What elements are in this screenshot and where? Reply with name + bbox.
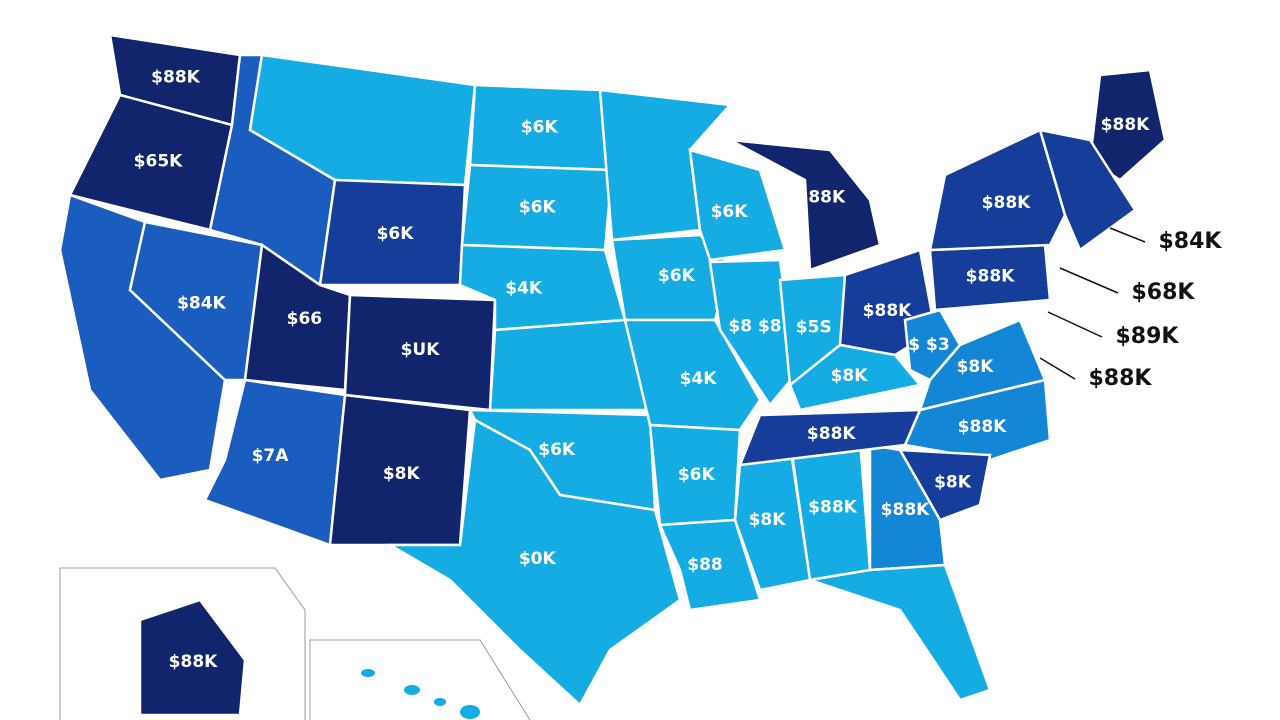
state: [203, 378, 347, 547]
callout-label: $89K: [1116, 324, 1180, 349]
state-label: $8K: [957, 357, 995, 377]
state-label: $88: [687, 555, 723, 575]
state-label: $8K: [749, 510, 787, 530]
state-label: $5S: [796, 318, 832, 338]
state-label: $66: [287, 309, 323, 329]
callout-label: $88K: [1089, 366, 1153, 391]
state-label: $7A: [252, 446, 290, 466]
state: [708, 258, 797, 408]
callout-line: [1059, 267, 1119, 294]
state-label: $4K: [505, 278, 543, 298]
state: [809, 563, 992, 702]
state-label: $84K: [177, 293, 226, 313]
state-labels: $88K $65K $84K $6K $66 $UK $7A $8K $6K $6K $4K $6K $…: [134, 68, 1150, 673]
state-label: $UK: [401, 340, 441, 360]
callout-line: [1109, 227, 1146, 243]
state: [128, 220, 264, 382]
state: [868, 443, 947, 572]
callout-label: $68K: [1132, 280, 1196, 305]
callout-line: [1047, 311, 1103, 338]
state-label: $65K: [134, 151, 183, 171]
state: [658, 518, 762, 612]
state: [788, 343, 923, 412]
state: [385, 418, 682, 708]
state-label: $88K: [966, 266, 1015, 286]
state: [738, 408, 922, 467]
state-label: $88K: [982, 193, 1031, 213]
state: [688, 148, 787, 262]
state-label: $0K: [519, 549, 557, 569]
state-label: $6K: [538, 440, 576, 460]
state-label: $6K: [521, 118, 559, 138]
state-label: $88K: [808, 498, 857, 518]
state-label: $8K: [831, 366, 869, 386]
state: [928, 128, 1067, 252]
island: [404, 685, 420, 695]
state-label: $6K: [377, 224, 415, 244]
alaska-inset: [59, 567, 306, 720]
state-label: $6K: [678, 465, 716, 485]
state-label: $88K: [796, 188, 845, 208]
state-label: $6K: [658, 266, 696, 286]
states: [58, 33, 1167, 717]
state-label: $4K: [680, 369, 718, 389]
island: [361, 669, 375, 677]
hawaii-inset: [309, 639, 531, 720]
state-label: $88K: [881, 500, 930, 520]
state-label: $8K: [934, 473, 972, 493]
state-label: $8 $8: [728, 316, 781, 336]
state: [138, 598, 247, 717]
state-label: $88K: [863, 301, 912, 321]
state: [1038, 128, 1137, 252]
state: [488, 318, 652, 412]
state-label: $88K: [958, 417, 1007, 437]
state-label: $6K: [519, 198, 557, 218]
state: [623, 318, 762, 432]
state-label: $ $3: [908, 335, 949, 355]
callout-label: $84K: [1159, 229, 1223, 254]
state: [729, 138, 882, 272]
island: [460, 705, 480, 719]
callout-line: [1039, 357, 1076, 380]
state-label: $88K: [1101, 115, 1150, 135]
state-label: $6K: [711, 202, 749, 222]
state-label: $88K: [807, 424, 856, 444]
hawaii-islands: [361, 669, 480, 719]
state-label: $88K: [169, 652, 218, 672]
island: [434, 698, 446, 706]
state-label: $88K: [151, 68, 200, 88]
state-label: $8K: [383, 464, 421, 484]
